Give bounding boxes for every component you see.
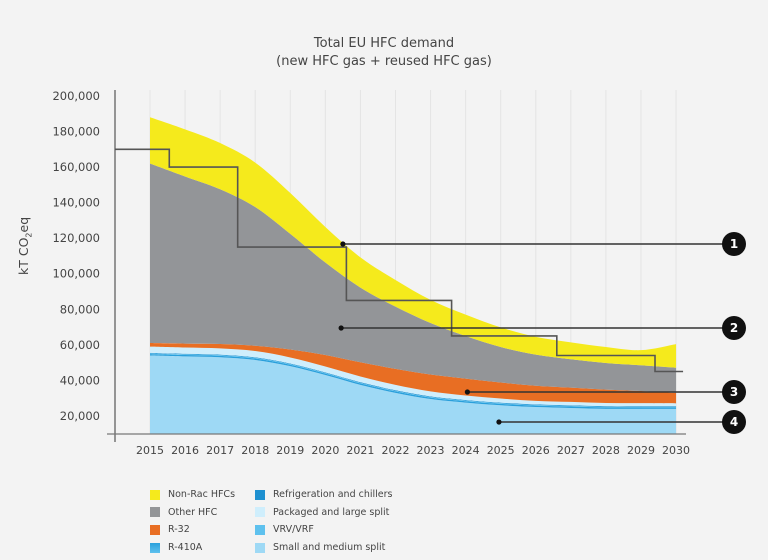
legend-item: Refrigeration and chillers [255,486,392,504]
y-tick-label: 100,000 [52,267,100,281]
chart-subtitle: (new HFC gas + reused HFC gas) [276,54,492,69]
legend-swatch [150,489,160,500]
legend-swatch [255,507,265,518]
legend-item: R-32 [150,521,235,539]
legend-item: Packaged and large split [255,504,392,522]
legend-item: Non-Rac HFCs [150,486,235,504]
x-tick-label: 2029 [627,444,655,457]
y-tick-label: 80,000 [60,302,100,316]
legend-swatch [255,524,265,535]
legend-item: R-410A [150,539,235,557]
legend-swatch [255,489,265,500]
legend-label: R-410A [168,542,203,554]
y-axis-label: kT CO2eq [16,217,34,275]
legend-label: R-32 [168,524,190,536]
legend-swatch [255,542,265,553]
x-tick-label: 2021 [346,444,374,457]
legend-column-2: Refrigeration and chillers Packaged and … [255,486,392,556]
y-tick-label: 180,000 [52,125,100,139]
y-axis-label-suffix: eq [16,216,31,233]
callout-badge-2: 2 [722,316,746,340]
x-tick-label: 2025 [487,444,515,457]
x-tick-label: 2024 [452,444,480,457]
legend-item: VRV/VRF [255,521,392,539]
stacked-areas [150,117,677,434]
x-tick-label: 2027 [557,444,585,457]
y-tick-label: 20,000 [60,409,100,423]
y-tick-label: 40,000 [60,373,100,387]
x-tick-label: 2030 [662,444,690,457]
x-tick-label: 2026 [522,444,550,457]
legend-item: Small and medium split [255,539,392,557]
y-tick-label: 120,000 [52,231,100,245]
area-small-and-medium-split [150,355,677,434]
annotation-leader-dot [464,389,470,395]
x-tick-label: 2015 [136,444,164,457]
legend-label: Small and medium split [273,542,386,554]
x-tick-label: 2023 [417,444,445,457]
legend-swatch [150,524,160,535]
x-tick-label: 2028 [592,444,620,457]
legend-label: Non-Rac HFCs [168,489,236,501]
callout-badge-3: 3 [722,380,746,404]
y-tick-label: 140,000 [52,196,100,210]
x-tick-label: 2016 [171,444,199,457]
legend-item: Other HFC [150,504,235,522]
callout-badge-1: 1 [722,232,746,256]
x-tick-label: 2019 [276,444,304,457]
legend-label: Other HFC [168,506,218,518]
x-tick-label: 2018 [241,444,269,457]
area-packaged-and-large-split [150,346,677,407]
legend-label: Packaged and large split [273,506,390,518]
y-tick-label: 160,000 [52,160,100,174]
chart-title: Total EU HFC demand [313,36,455,51]
phase-down-step-line [114,148,684,373]
area-r-32 [150,343,677,404]
y-tick-label: 200,000 [52,89,100,103]
legend-swatch [150,542,160,553]
y-axis-label-subscript: 2 [24,232,34,238]
axes [107,90,686,442]
x-tick-label: 2022 [381,444,409,457]
x-tick-label: 2017 [206,444,234,457]
annotation-leader-dot [340,241,346,247]
y-tick-label: 60,000 [60,338,100,352]
legend-label: VRV/VRF [273,524,314,536]
y-axis-label-main: kT CO [16,237,31,275]
y-tick-labels: 20,000 40,000 60,000 80,000 100,000 120,000 14… [52,89,100,423]
x-tick-label: 2020 [311,444,339,457]
legend-column-1: Non-Rac HFCs Other HFC R-32 R-410A [150,486,235,556]
legend-label: Refrigeration and chillers [273,489,393,501]
annotation-leaders [338,241,724,425]
annotation-leader-dot [496,419,502,425]
area-non-rac-hfcs [150,117,677,368]
annotation-leader-dot [338,325,344,331]
area-other-hfc [150,163,677,394]
x-tick-labels: 2015 2016 2017 2018 2019 2020 2021 2022 2023 2024… [136,444,690,457]
legend-swatch [150,507,160,518]
callout-badge-4: 4 [722,410,746,434]
phase-down-step-line-path [114,148,684,373]
